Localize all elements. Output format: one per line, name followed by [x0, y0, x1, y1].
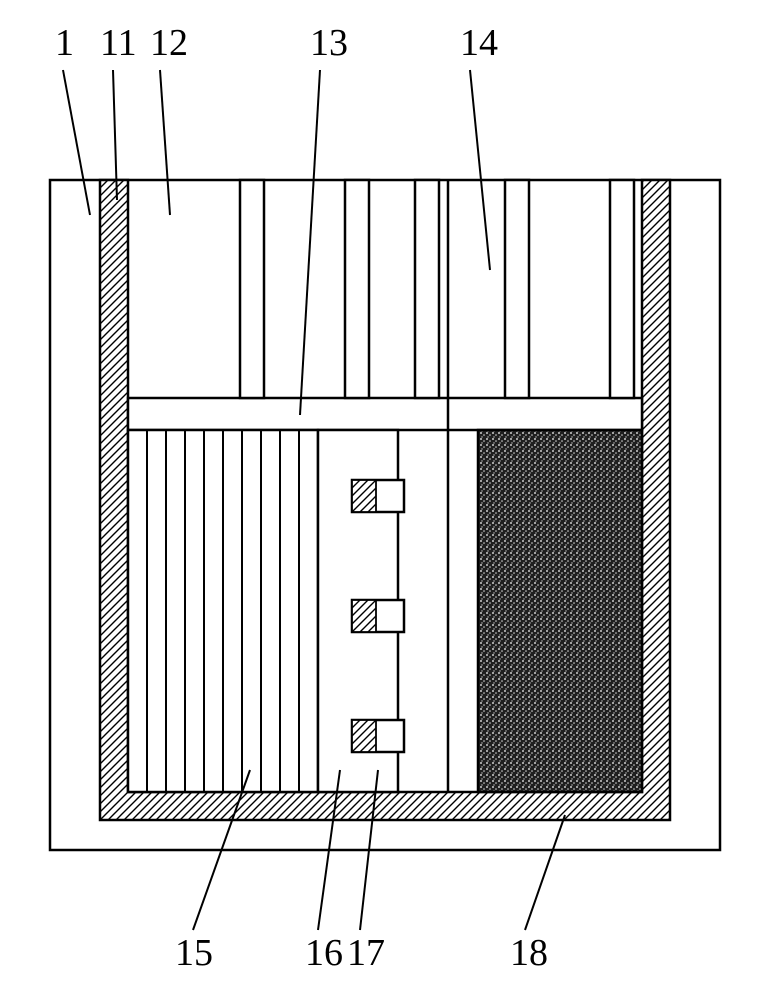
top-slat-0	[240, 180, 264, 398]
leader-l1	[63, 70, 90, 215]
label-bl16: 16	[305, 932, 343, 974]
label-tl1: 1	[55, 22, 74, 64]
peg-hatch-1	[352, 600, 376, 632]
horizontal-divider	[128, 398, 642, 430]
leader-l18	[525, 815, 565, 930]
leader-l13	[300, 70, 320, 415]
top-slat-2	[415, 180, 439, 398]
label-bl17: 17	[347, 932, 385, 974]
leader-l12	[160, 70, 170, 215]
top-slat-1	[345, 180, 369, 398]
peg-hatch-0	[352, 480, 376, 512]
top-slat-3	[505, 180, 529, 398]
top-slat-4	[610, 180, 634, 398]
label-bl15: 15	[175, 932, 213, 974]
right-dense-block	[478, 430, 642, 792]
label-tl11: 11	[100, 22, 137, 64]
label-tl13: 13	[310, 22, 348, 64]
label-tl12: 12	[150, 22, 188, 64]
leader-l14	[470, 70, 490, 270]
label-tl14: 14	[460, 22, 498, 64]
peg-hatch-2	[352, 720, 376, 752]
label-bl18: 18	[510, 932, 548, 974]
